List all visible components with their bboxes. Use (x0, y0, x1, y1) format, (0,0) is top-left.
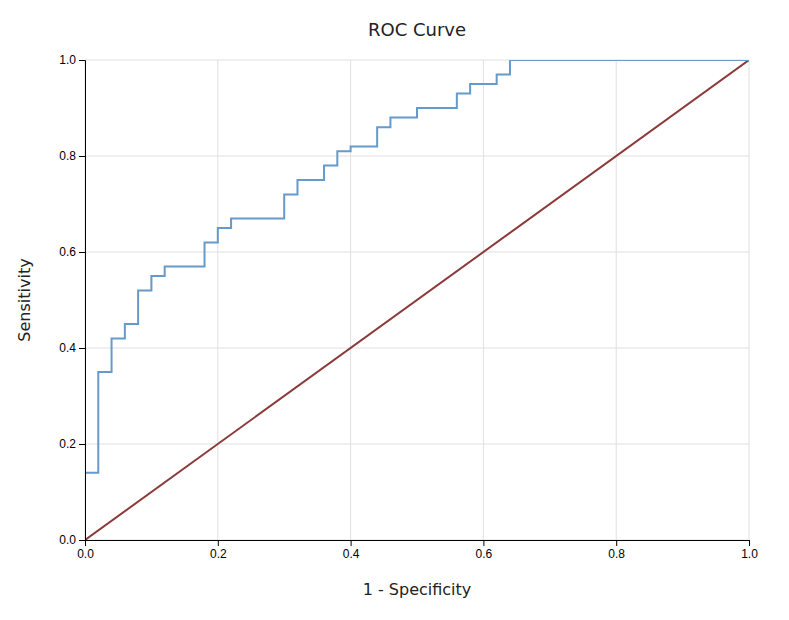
tick-mark (483, 540, 484, 546)
tick: 0.6 (59, 245, 85, 259)
tick-mark (218, 540, 219, 546)
tick: 0.2 (210, 540, 227, 561)
grid-line (85, 252, 749, 253)
grid-line (85, 156, 749, 157)
grid-line (749, 60, 750, 540)
x-axis: 0.0 0.2 0.4 0.6 0.8 1.0 (77, 540, 758, 561)
grid-line (85, 444, 749, 445)
tick: 0.4 (343, 540, 360, 561)
tick-label: 0.8 (608, 547, 625, 561)
axis-line (79, 61, 86, 541)
tick-label: 0.2 (59, 437, 76, 451)
grid (85, 60, 749, 540)
grid-line (217, 60, 218, 540)
tick-label: 0.4 (343, 547, 360, 561)
grid-line (350, 60, 351, 540)
tick-mark (616, 540, 617, 546)
series-group (85, 60, 749, 540)
tick-label: 0.0 (77, 547, 94, 561)
tick-label: 1.0 (741, 547, 758, 561)
chart: 0.0 0.2 0.4 0.6 0.8 1.0 0.0 0.2 0.4 0.6 0.8 1.0 ROC … (0, 0, 789, 620)
tick-label: 0.2 (210, 547, 227, 561)
x-axis-title: 1 - Specificity (363, 580, 472, 599)
grid-line (483, 60, 484, 540)
title: ROC Curve (368, 19, 466, 40)
tick-label: 0.6 (476, 547, 493, 561)
tick-mark (749, 540, 750, 546)
tick: 0.0 (59, 533, 85, 547)
grid-line (85, 348, 749, 349)
tick: 1.0 (741, 540, 758, 561)
grid-line (616, 60, 617, 540)
tick-label: 0.4 (59, 341, 76, 355)
tick-mark (79, 252, 85, 253)
tick-label: 0.8 (59, 149, 76, 163)
tick-mark (79, 444, 85, 445)
tick-mark (79, 60, 85, 61)
tick-mark (79, 348, 85, 349)
tick: 0.0 (77, 540, 94, 561)
tick: 0.8 (608, 540, 625, 561)
series-line (85, 60, 749, 540)
tick: 1.0 (59, 53, 85, 67)
tick: 0.8 (59, 149, 85, 163)
tick-label: 0.6 (59, 245, 76, 259)
tick: 0.4 (59, 341, 85, 355)
series-line (85, 60, 749, 540)
tick-mark (79, 156, 85, 157)
tick: 0.2 (59, 437, 85, 451)
y-axis: 0.0 0.2 0.4 0.6 0.8 1.0 (59, 53, 85, 547)
tick-mark (79, 540, 85, 541)
y-axis-title: Sensitivity (15, 258, 34, 341)
tick-label: 0.0 (59, 533, 76, 547)
axis-line (86, 541, 750, 547)
tick-label: 1.0 (59, 53, 76, 67)
tick-mark (351, 540, 352, 546)
plot: 0.0 0.2 0.4 0.6 0.8 1.0 0.0 0.2 0.4 0.6 0.8 1.0 (59, 53, 758, 560)
tick: 0.6 (476, 540, 493, 561)
